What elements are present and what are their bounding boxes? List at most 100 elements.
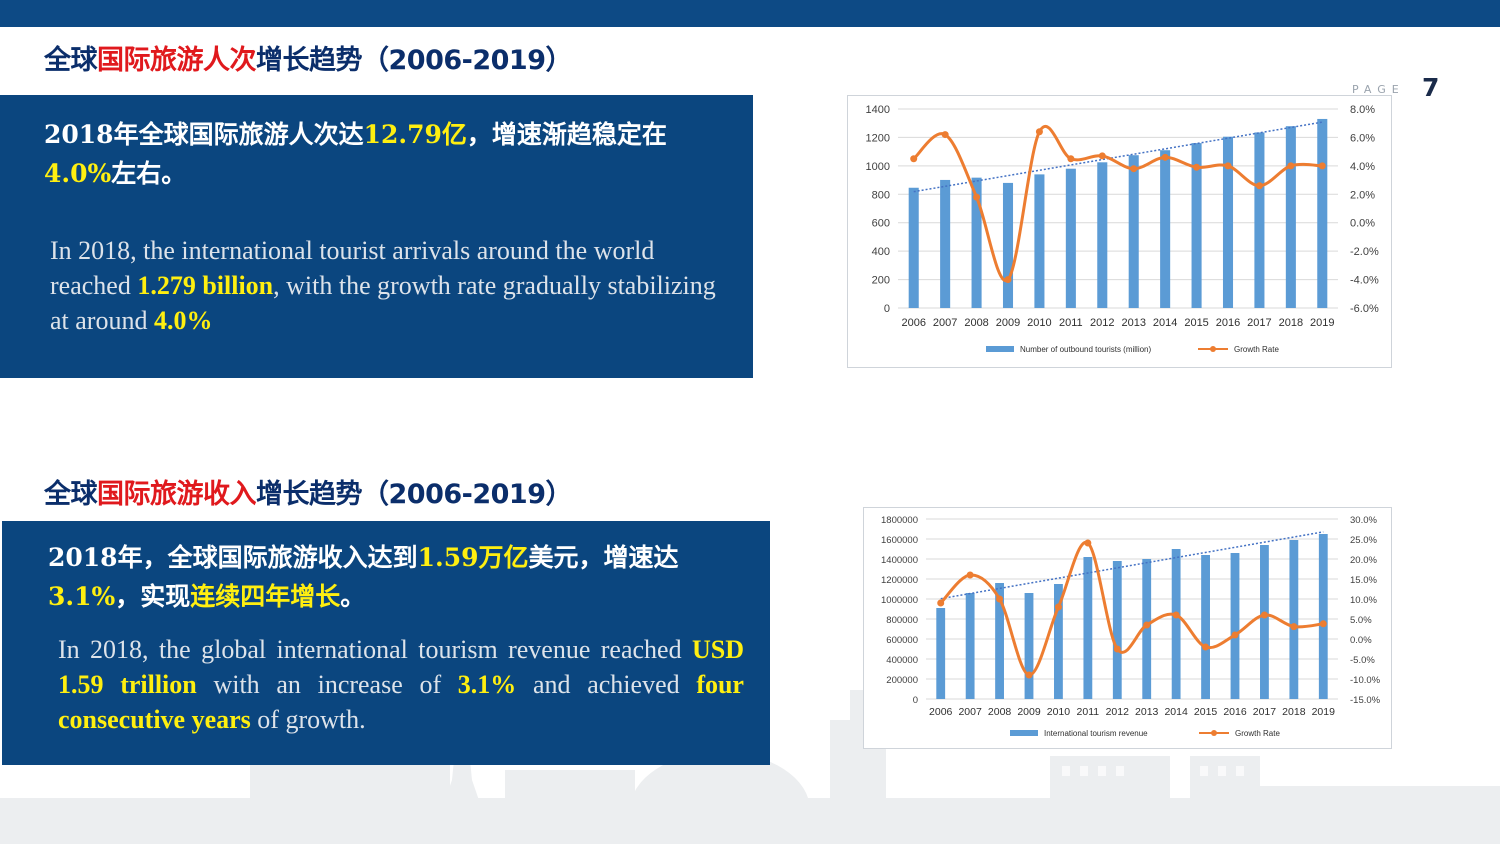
- y-left-tick-label: 400000: [886, 655, 918, 666]
- y-right-tick-label: -5.0%: [1350, 655, 1375, 666]
- y-right-tick-label: -4.0%: [1350, 275, 1379, 287]
- arrivals-summary-panel: 2018年全球国际旅游人次达12.79亿，增速渐趋稳定在4.0%左右。 In 2…: [0, 95, 753, 378]
- revenue-chart-frame: 0 200000 400000 600000 800000 1000000 1200000 1…: [863, 507, 1392, 749]
- trendline: [940, 531, 1324, 600]
- x-tick-label: 2007: [958, 706, 982, 718]
- y-left-tick-label: 1400: [866, 104, 890, 116]
- y-right-tick-label: 2.0%: [1350, 189, 1375, 201]
- legend-bar-swatch: [1010, 730, 1038, 736]
- growth-rate-point-2019: [1319, 620, 1327, 628]
- bar-2008: [995, 583, 1004, 699]
- bar-2011: [1065, 168, 1076, 308]
- y-left-tick-label: 1000: [866, 161, 890, 173]
- growth-rate-point-2009: [1025, 671, 1033, 679]
- arrivals-chart: 0 200 400 600 800 1000 1200 1400 -6.0% -4.0% -2.0%…: [866, 104, 1379, 354]
- y-left-tick-label: 1000000: [881, 595, 918, 606]
- bar-2006: [936, 608, 946, 699]
- x-tick-label: 2012: [1090, 317, 1114, 329]
- y-right-tick-label: 30.0%: [1350, 515, 1377, 526]
- bar-2014: [1160, 150, 1171, 308]
- bar-2010: [1034, 174, 1045, 308]
- y-left-tick-label: 1800000: [881, 515, 918, 526]
- y-left-tick-label: 0: [884, 303, 890, 315]
- y-right-tick-label: 15.0%: [1350, 575, 1377, 586]
- arrivals-summary-zh: 2018年全球国际旅游人次达12.79亿，增速渐趋稳定在4.0%左右。: [44, 120, 667, 188]
- x-tick-label: 2010: [1027, 317, 1051, 329]
- bar-2013: [1128, 155, 1139, 308]
- y-right-tick-label: 25.0%: [1350, 535, 1377, 546]
- y-left-tick-label: 600000: [886, 635, 918, 646]
- y-left-tick-label: 800: [872, 189, 890, 201]
- x-tick-label: 2018: [1282, 706, 1306, 718]
- bar-2009: [1024, 593, 1034, 699]
- bar-2018: [1285, 126, 1296, 309]
- page-label: PAGE: [1352, 83, 1405, 96]
- bar-2010: [1054, 584, 1063, 699]
- bar-2019: [1318, 534, 1328, 699]
- x-tick-label: 2015: [1184, 317, 1208, 329]
- y-left-tick-label: 1200: [866, 132, 890, 144]
- x-tick-label: 2016: [1223, 706, 1247, 718]
- y-left-tick-label: 200000: [886, 675, 918, 686]
- growth-rate-point-2011: [1067, 155, 1075, 163]
- y-right-tick-label: 10.0%: [1350, 595, 1377, 606]
- x-tick-label: 2013: [1135, 706, 1159, 718]
- x-tick-label: 2014: [1153, 317, 1177, 329]
- y-left-tick-label: 400: [872, 246, 890, 258]
- growth-rate-point-2016: [1224, 162, 1232, 170]
- x-tick-label: 2019: [1312, 706, 1336, 718]
- growth-rate-point-2012: [1098, 152, 1106, 160]
- x-tick-label: 2019: [1310, 317, 1334, 329]
- growth-rate-point-2018: [1290, 623, 1298, 631]
- y-right-tick-label: 5.0%: [1350, 615, 1372, 626]
- y-right-tick-label: 0.0%: [1350, 218, 1375, 230]
- legend-line-label: Growth Rate: [1235, 729, 1280, 738]
- bar-2015: [1201, 555, 1210, 699]
- growth-rate-point-2016: [1231, 631, 1239, 639]
- y-right-tick-label: 4.0%: [1350, 161, 1375, 173]
- y-left-tick-label: 1600000: [881, 535, 918, 546]
- x-tick-label: 2017: [1247, 317, 1271, 329]
- bar-2011: [1083, 557, 1093, 699]
- section-title-revenue: 全球国际旅游收入增长趋势（2006-2019）: [44, 479, 573, 510]
- x-tick-label: 2006: [901, 317, 925, 329]
- y-left-tick-label: 1400000: [881, 555, 918, 566]
- bar-2006: [908, 187, 919, 308]
- city-skyline-background: [0, 680, 1500, 844]
- trendline: [913, 121, 1323, 193]
- bar-2017: [1260, 545, 1269, 699]
- y-left-tick-label: 800000: [886, 615, 918, 626]
- x-tick-label: 2014: [1164, 706, 1188, 718]
- x-tick-label: 2008: [964, 317, 988, 329]
- bar-2007: [965, 593, 975, 699]
- x-tick-label: 2016: [1216, 317, 1240, 329]
- x-tick-label: 2009: [996, 317, 1020, 329]
- y-right-tick-label: 6.0%: [1350, 132, 1375, 144]
- growth-rate-point-2006: [937, 599, 945, 607]
- growth-rate-point-2014: [1172, 611, 1180, 619]
- bar-2017: [1254, 132, 1265, 308]
- growth-rate-point-2011: [1084, 539, 1092, 547]
- x-tick-label: 2013: [1121, 317, 1145, 329]
- bar-2009: [1002, 182, 1014, 308]
- growth-rate-point-2017: [1255, 182, 1263, 190]
- y-right-tick-label: -6.0%: [1350, 303, 1379, 315]
- x-tick-label: 2012: [1106, 706, 1130, 718]
- legend-bar-swatch: [986, 346, 1014, 352]
- y-left-tick-label: 1200000: [881, 575, 918, 586]
- x-tick-label: 2015: [1194, 706, 1218, 718]
- bar-2019: [1317, 118, 1328, 308]
- bar-2013: [1142, 559, 1152, 699]
- growth-rate-point-2007: [966, 571, 974, 579]
- bar-2016: [1222, 136, 1234, 308]
- bar-2008: [971, 177, 982, 308]
- bar-2012: [1112, 561, 1122, 699]
- bar-2018: [1289, 540, 1299, 699]
- x-tick-label: 2007: [933, 317, 957, 329]
- legend-bar-label: International tourism revenue: [1044, 729, 1148, 738]
- growth-rate-point-2015: [1193, 163, 1201, 171]
- y-right-tick-label: 0.0%: [1350, 635, 1372, 646]
- revenue-chart: 0 200000 400000 600000 800000 1000000 1200000 1…: [881, 515, 1381, 738]
- growth-rate-point-2010: [1054, 603, 1062, 611]
- x-tick-label: 2008: [988, 706, 1012, 718]
